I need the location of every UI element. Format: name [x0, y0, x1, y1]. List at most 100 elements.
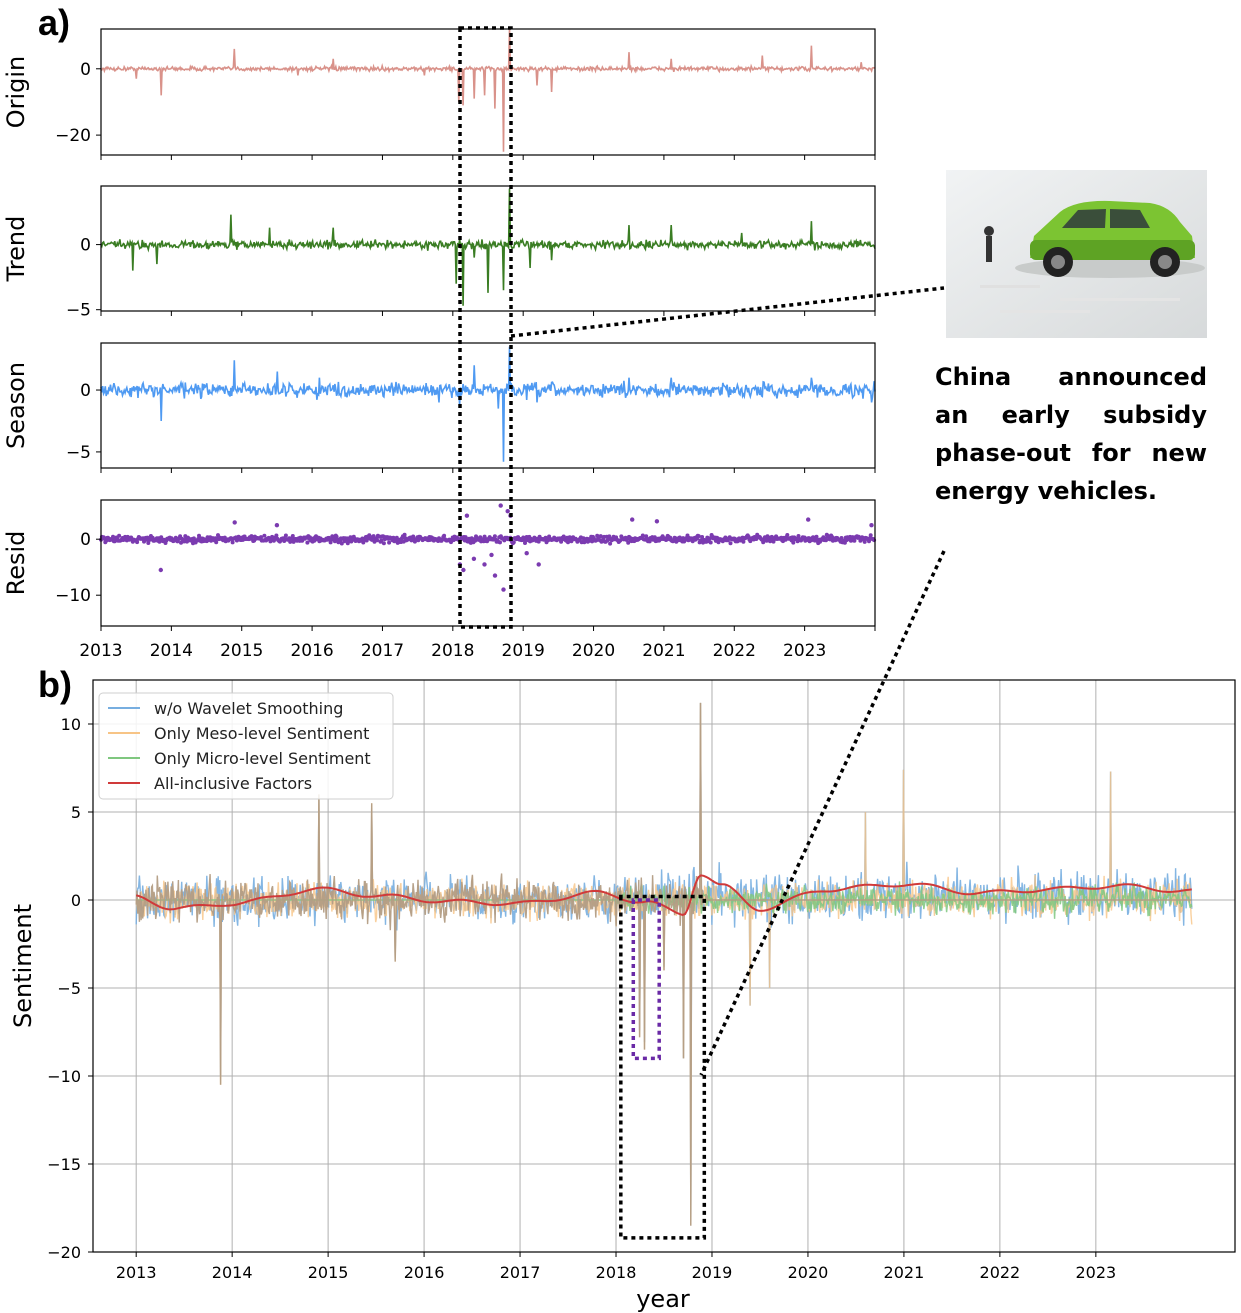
resid-point [785, 533, 790, 537]
resid-point [708, 540, 713, 545]
resid-point [339, 541, 344, 546]
x-tick-label: 2021 [884, 1263, 925, 1282]
resid-point [381, 541, 386, 546]
highlight-box-b [619, 894, 707, 1240]
resid-point [288, 539, 293, 544]
resid-point [791, 540, 796, 545]
resid-point [230, 540, 235, 545]
sentiment-chart: 10 5 0 −5 −10 −15 −20 2013 2014 2015 2016 2017 2018 2… [9, 679, 1236, 1313]
resid-point [214, 540, 219, 545]
resid-point [367, 533, 372, 538]
overlap-series-line [135, 702, 1192, 1226]
y-tick-label: 0 [80, 60, 91, 80]
season-series-line [100, 346, 876, 462]
resid-point [290, 534, 295, 538]
resid-outlier-point [806, 517, 811, 522]
season-subplot: 0 −5 Season [2, 342, 876, 473]
origin-frame [100, 28, 876, 156]
resid-point [741, 539, 746, 544]
trend-frame [100, 185, 876, 312]
resid-outlier-point [471, 556, 477, 561]
resid-point [117, 533, 122, 538]
x-tick-label: 2020 [572, 641, 615, 661]
season-y-axis-label: Season [2, 362, 30, 449]
resid-outlier-point [869, 523, 874, 528]
trend-series-line [100, 188, 876, 306]
resid-outlier-point [158, 567, 163, 573]
resid-point [146, 541, 151, 545]
resid-point [700, 535, 705, 539]
resid-outlier-point [274, 523, 280, 528]
y-axis-label: Sentiment [9, 904, 37, 1028]
panel-a-x-axis: 2013 2014 2015 2016 2017 2018 2019 2020 2021 2022… [79, 641, 826, 661]
resid-point [824, 538, 828, 543]
resid-point [696, 534, 701, 539]
resid-outlier-point [232, 520, 237, 525]
resid-point [379, 538, 384, 543]
resid-point [511, 540, 516, 545]
x-tick-label: 2023 [1075, 1263, 1116, 1282]
y-tick-label: 0 [80, 381, 91, 401]
resid-point [868, 533, 873, 538]
x-tick-label: 2019 [692, 1263, 733, 1282]
car-photo [946, 170, 1207, 338]
resid-point [387, 540, 392, 545]
highlight-box-a [458, 26, 513, 629]
resid-point [259, 535, 263, 540]
y-tick-label: −15 [47, 1155, 81, 1174]
resid-point [135, 540, 140, 545]
trend-subplot: 0 −5 Trend [2, 185, 876, 321]
resid-point [492, 534, 497, 539]
resid-point [308, 535, 312, 540]
resid-point [867, 539, 871, 544]
y-tick-label: −10 [47, 1067, 81, 1086]
all-inclusive-series-line [135, 874, 1192, 916]
resid-subplot: 0 −10 Resid [2, 499, 877, 631]
resid-point [283, 533, 288, 538]
resid-point [839, 536, 844, 540]
y-tick-label: −5 [66, 443, 91, 463]
resid-outlier-point [482, 562, 487, 567]
x-tick-label: 2018 [431, 641, 474, 661]
resid-point [442, 533, 447, 538]
y-tick-label: 0 [80, 530, 91, 550]
y-tick-label: −5 [57, 979, 81, 998]
resid-point [185, 539, 189, 544]
origin-y-axis-label: Origin [2, 56, 30, 129]
y-tick-label: −20 [55, 126, 91, 146]
resid-point [814, 534, 819, 539]
resid-outlier-point [498, 503, 503, 508]
resid-point [361, 540, 366, 545]
resid-point [796, 534, 801, 538]
x-tick-label: 2014 [150, 641, 193, 661]
x-tick-label: 2022 [980, 1263, 1021, 1282]
x-tick-label: 2019 [502, 641, 545, 661]
resid-outlier-point [489, 552, 494, 558]
x-tick-label: 2022 [713, 641, 756, 661]
legend-label: Only Meso-level Sentiment [154, 724, 369, 743]
origin-subplot: 0 −20 Origin [2, 28, 876, 160]
resid-outlier-point [654, 519, 660, 524]
resid-point [852, 538, 857, 543]
resid-points [99, 503, 877, 592]
sentiment-frame [92, 679, 1236, 1253]
y-tick-label: 10 [61, 715, 81, 734]
x-tick-label: 2015 [220, 641, 263, 661]
x-tick-label: 2021 [642, 641, 685, 661]
panel-a-label: a) [38, 2, 70, 43]
resid-point [274, 533, 279, 538]
x-tick-label: 2017 [361, 641, 404, 661]
y-tick-label: 0 [80, 236, 91, 256]
x-tick-label: 2018 [596, 1263, 637, 1282]
x-tick-label: 2016 [404, 1263, 445, 1282]
resid-outlier-point [505, 509, 510, 514]
panel-b-label: b) [38, 664, 72, 705]
trend-y-axis-label: Trend [2, 216, 30, 283]
resid-outlier-point [536, 562, 541, 567]
resid-point [595, 533, 600, 538]
y-tick-label: −20 [47, 1243, 81, 1262]
resid-point [305, 540, 310, 545]
legend-box [98, 692, 394, 800]
legend-label: Only Micro-level Sentiment [154, 749, 371, 768]
resid-point [608, 541, 613, 546]
